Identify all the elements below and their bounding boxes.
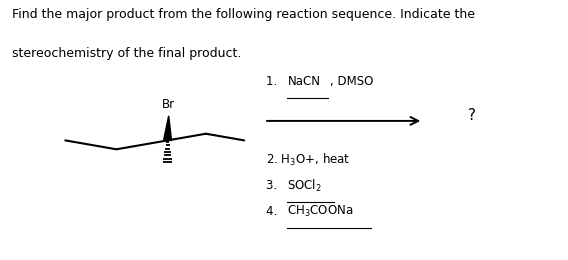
Text: stereochemistry of the final product.: stereochemistry of the final product. — [12, 47, 242, 60]
Text: 3.: 3. — [266, 179, 281, 192]
Text: , DMSO: , DMSO — [330, 75, 373, 88]
Text: Br: Br — [162, 98, 176, 111]
Text: 1.: 1. — [266, 75, 281, 88]
Text: CH$_3$COONa: CH$_3$COONa — [287, 204, 354, 219]
Text: Find the major product from the following reaction sequence. Indicate the: Find the major product from the followin… — [12, 8, 475, 21]
Text: NaCN: NaCN — [287, 75, 320, 88]
Polygon shape — [164, 116, 172, 140]
Text: 4.: 4. — [266, 205, 281, 218]
Text: SOCl$_2$: SOCl$_2$ — [287, 178, 322, 194]
Text: ?: ? — [467, 108, 475, 123]
Text: 2. H$_3$O+, heat: 2. H$_3$O+, heat — [266, 152, 350, 168]
